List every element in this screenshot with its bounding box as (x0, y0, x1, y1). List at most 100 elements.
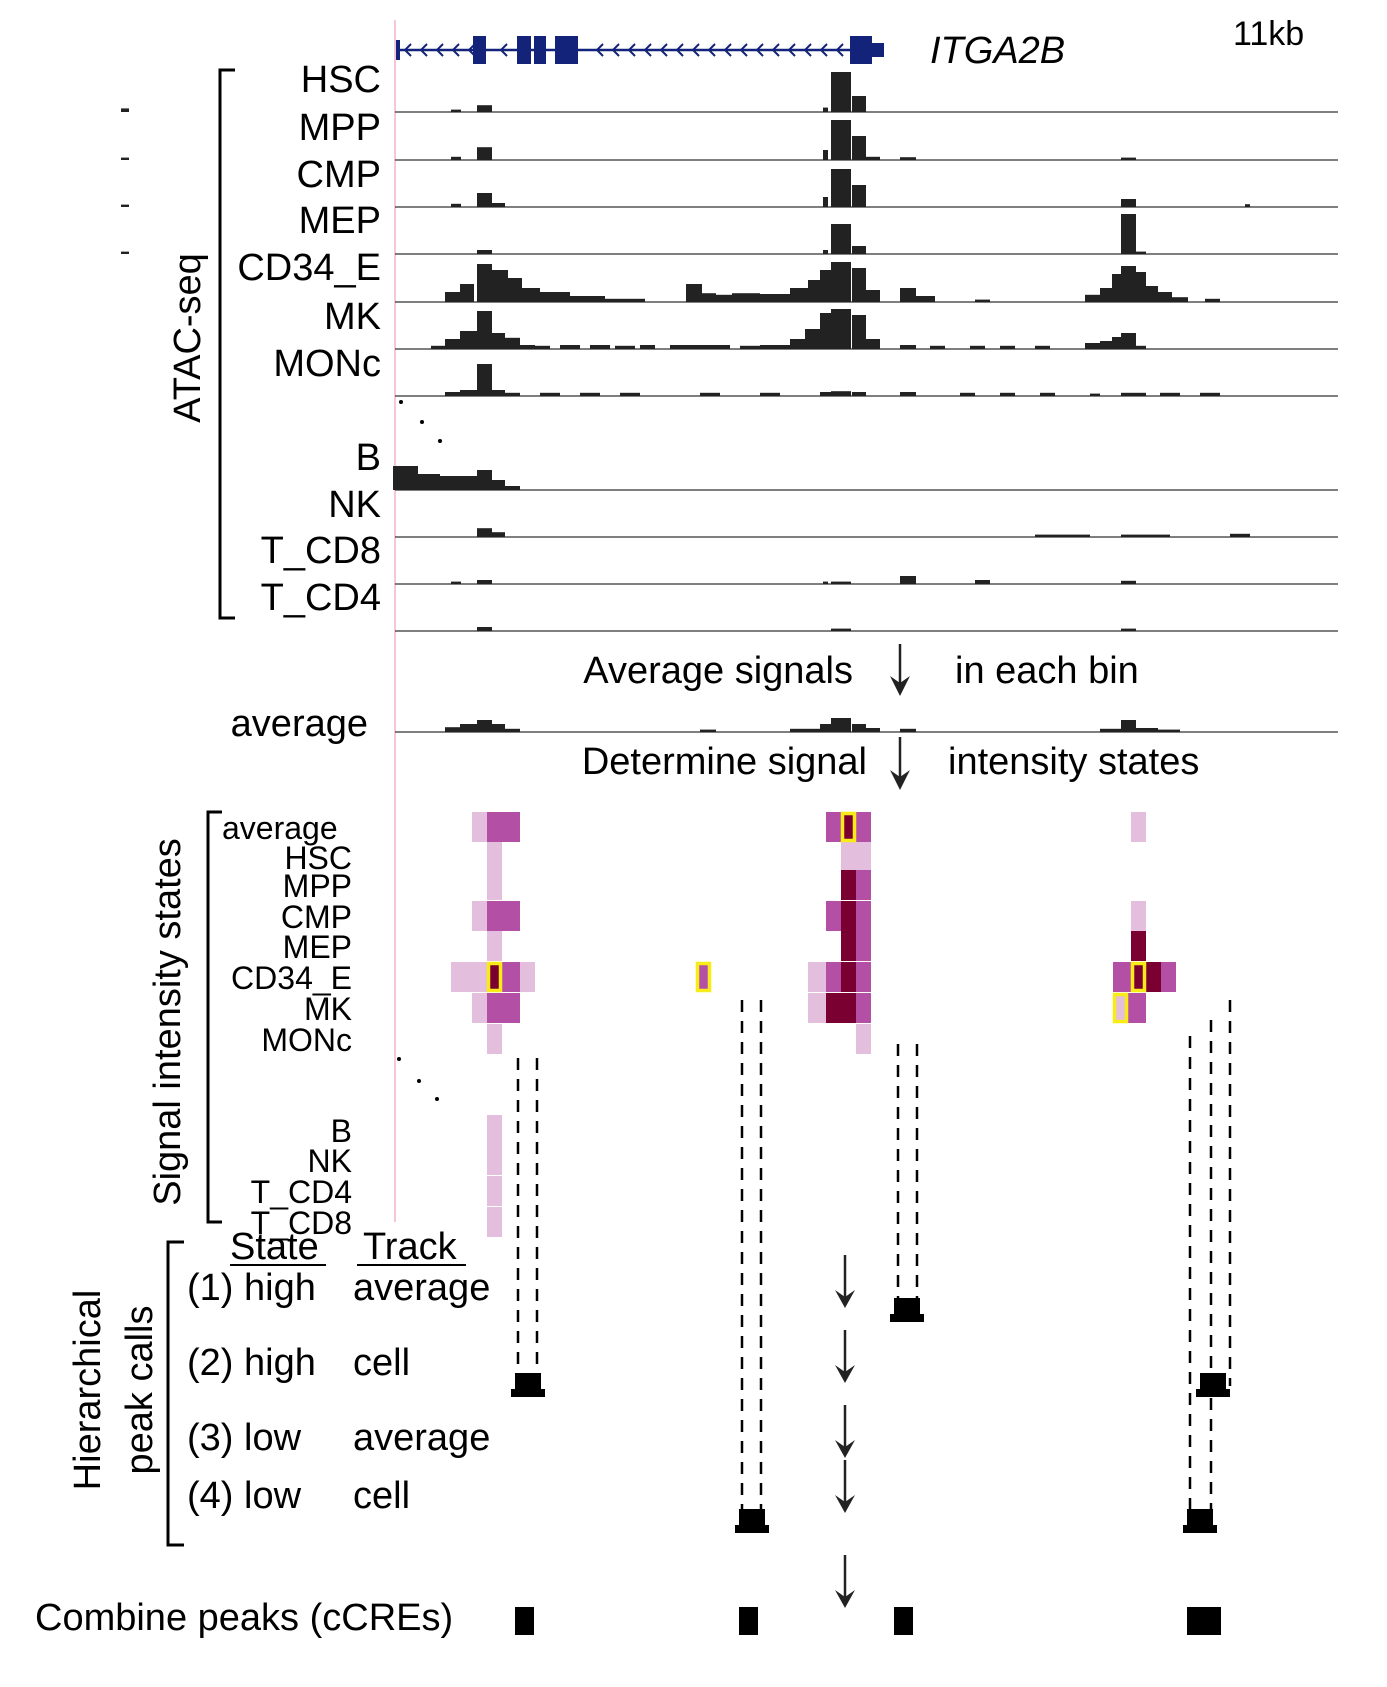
signal-bar (970, 345, 985, 349)
state-cell (856, 993, 871, 1023)
atac-track-labels: HSC MPP CMP MEP CD34_E MK MONc B NK T_CD… (237, 59, 381, 619)
signal-bar (852, 185, 866, 207)
signal-bar (805, 329, 820, 349)
strand-chevron (691, 43, 700, 57)
atac-track-mpp (121, 120, 1338, 161)
state-cell (1113, 993, 1128, 1023)
state-cell (487, 870, 502, 900)
signal-bar (1172, 297, 1188, 302)
peaks-bracket (166, 1240, 184, 1547)
state-row-label: MONc (261, 1022, 352, 1058)
state-cell (856, 901, 871, 931)
state-row-label: average (222, 810, 338, 846)
signal-bar (460, 724, 477, 732)
signal-bar (820, 392, 831, 396)
gene-model (396, 36, 884, 64)
atac-label-mk: MK (324, 296, 381, 338)
states-ellipsis (397, 1057, 439, 1101)
signal-bar (477, 250, 492, 254)
signal-bar (492, 390, 505, 396)
peak-row-3-state: (3) low (187, 1417, 302, 1459)
signal-bar (823, 107, 828, 112)
state-cell (487, 931, 502, 961)
strand-chevron (675, 43, 684, 57)
state-cell (826, 812, 841, 842)
signal-bar (686, 284, 702, 302)
signal-bar (831, 72, 851, 112)
signal-bar (975, 299, 990, 302)
state-cell (487, 1024, 502, 1054)
signal-bar (460, 331, 477, 349)
signal-bar (431, 345, 445, 349)
dashed-connectors (516, 1000, 1232, 1520)
state-row-label: MEP (283, 929, 352, 965)
state-cell (826, 993, 856, 1023)
highlight-box (695, 961, 712, 993)
down-arrow (835, 1460, 855, 1513)
state-cell (1146, 962, 1161, 992)
signal-bar (1121, 214, 1136, 254)
strand-chevron (739, 43, 748, 57)
signal-bar (477, 470, 492, 490)
down-arrow (835, 1330, 855, 1383)
down-arrow (835, 1555, 855, 1608)
combine-label: Combine peaks (cCREs) (35, 1597, 453, 1639)
atac-track-b (393, 466, 1338, 491)
peak-mark-average-high (890, 1298, 924, 1322)
ccre-mark (739, 1607, 758, 1635)
signal-bar (492, 532, 505, 537)
peaks-title-line1: Hierarchical (67, 1290, 109, 1491)
scale-label: 11kb (1233, 15, 1304, 53)
state-cell (808, 993, 826, 1023)
signal-bar (852, 96, 866, 112)
signal-bar (560, 345, 580, 349)
strand-chevron (787, 43, 796, 57)
state-cell (808, 962, 826, 992)
signal-bar (492, 480, 505, 490)
state-cell (1131, 931, 1146, 961)
peak-row-2-state: (2) high (187, 1342, 316, 1384)
signal-bar (831, 169, 851, 207)
atac-track-cd34-e (395, 262, 1338, 303)
strand-chevron (451, 43, 460, 57)
signal-bar (831, 391, 851, 396)
signal-bar (1000, 345, 1015, 349)
atac-track-nk (395, 528, 1338, 538)
signal-bar (852, 268, 866, 302)
gene-exon (473, 36, 486, 64)
signal-bar (960, 392, 975, 396)
strand-chevron (499, 43, 508, 57)
signal-bar (640, 345, 655, 349)
signal-bar (820, 724, 831, 732)
signal-bar (1085, 343, 1100, 349)
signal-bar (823, 150, 828, 160)
step2-right-text: intensity states (948, 741, 1199, 783)
state-row-label: CD34_E (231, 960, 352, 996)
signal-bar (732, 293, 760, 302)
gene-exon (534, 36, 546, 64)
signal-bar (477, 720, 492, 732)
signal-bar (477, 311, 492, 349)
peak-step-arrows (835, 1255, 855, 1608)
peak-row-4-track: cell (353, 1475, 410, 1517)
atac-label-hsc: HSC (301, 59, 381, 101)
atac-track-monc (395, 364, 1338, 397)
signal-bar (460, 284, 474, 302)
signal-bar (580, 392, 600, 396)
signal-bar (831, 224, 851, 254)
state-cell (841, 931, 856, 961)
average-signal-track (395, 718, 1338, 733)
signal-bar (1245, 204, 1250, 207)
state-cell (472, 901, 487, 931)
signal-bar (1230, 533, 1250, 537)
state-row-label: MPP (283, 868, 352, 904)
atac-track-hsc (121, 72, 1338, 113)
signal-bar (823, 250, 828, 254)
signal-bar (445, 392, 460, 396)
signal-bar (460, 476, 477, 490)
signal-bar (1136, 251, 1146, 254)
state-cell (487, 962, 502, 992)
signal-bar (831, 718, 851, 732)
strand-chevron (755, 43, 764, 57)
